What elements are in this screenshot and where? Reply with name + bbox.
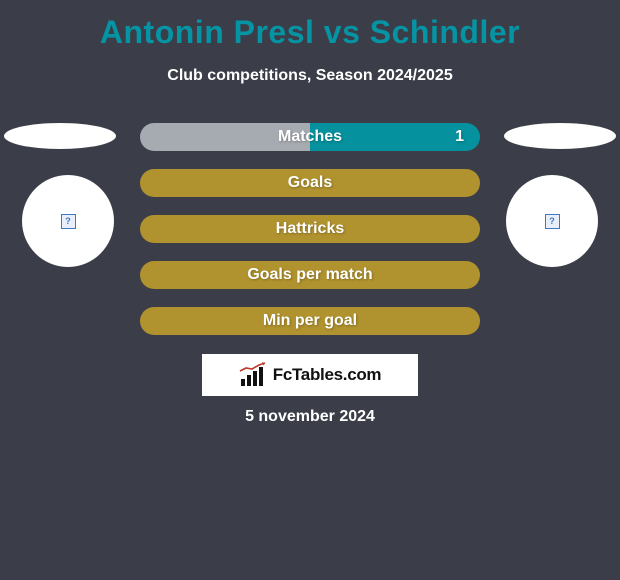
stat-row-gpm: Goals per match <box>140 261 480 289</box>
stat-row-goals: Goals <box>140 169 480 197</box>
unknown-badge-icon: ? <box>545 214 560 229</box>
decor-ellipse-right <box>504 123 616 149</box>
player-badge-left: ? <box>22 175 114 267</box>
stat-label: Matches <box>278 128 342 146</box>
stat-row-mpg: Min per goal <box>140 307 480 335</box>
chart-icon <box>239 364 267 386</box>
footer-date: 5 november 2024 <box>0 408 620 426</box>
brand-footer: FcTables.com <box>202 354 418 396</box>
stat-label: Min per goal <box>263 312 357 330</box>
stat-row-matches: Matches 1 <box>140 123 480 151</box>
stat-label: Goals <box>288 174 332 192</box>
player-badge-right: ? <box>506 175 598 267</box>
page-subtitle: Club competitions, Season 2024/2025 <box>0 67 620 85</box>
unknown-badge-icon: ? <box>61 214 76 229</box>
stat-row-hattricks: Hattricks <box>140 215 480 243</box>
decor-ellipse-left <box>4 123 116 149</box>
stat-value-right: 1 <box>455 128 464 146</box>
stats-rows: Matches 1 Goals Hattricks Goals per matc… <box>140 123 480 353</box>
page-title: Antonin Presl vs Schindler <box>0 0 620 51</box>
stat-label: Goals per match <box>247 266 372 284</box>
stat-label: Hattricks <box>276 220 344 238</box>
brand-text: FcTables.com <box>273 365 382 385</box>
